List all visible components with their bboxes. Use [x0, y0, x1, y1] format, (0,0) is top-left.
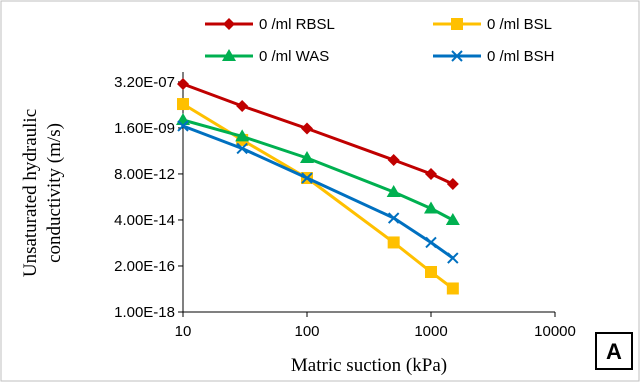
x-tick-label: 100	[294, 323, 319, 340]
legend-item: 0 /ml RBSL	[205, 16, 335, 33]
y-tick-label: 1.00E-18	[114, 304, 175, 321]
data-point	[425, 167, 437, 180]
y-axis-label: Unsaturated hydraulic conductivity (m/s)	[20, 109, 65, 277]
data-point	[387, 236, 400, 249]
legend: 0 /ml RBSL 0 /ml BSL 0 /ml WAS 0 /ml BSH	[205, 16, 555, 65]
legend-label: 0 /ml BSL	[487, 16, 552, 33]
data-point	[236, 142, 248, 155]
legend-marker	[451, 18, 463, 30]
data-point	[177, 120, 189, 132]
legend-label: 0 /ml WAS	[259, 48, 329, 65]
data-point	[424, 201, 438, 214]
data-point	[425, 266, 437, 278]
y-tick-label: 8.00E-12	[114, 166, 175, 183]
y-tick-label: 3.20E-07	[114, 74, 175, 91]
data-point	[386, 185, 401, 197]
legend-marker	[222, 49, 236, 61]
data-point	[301, 172, 313, 184]
legend-item: 0 /ml BSH	[433, 48, 555, 65]
data-point	[425, 236, 437, 249]
series-layer	[176, 78, 460, 295]
y-tick-label: 1.60E-09	[114, 120, 175, 137]
data-point	[446, 178, 459, 191]
legend-marker	[223, 18, 235, 30]
data-point	[447, 252, 459, 264]
series-x	[177, 120, 459, 264]
panel-label-box	[595, 332, 633, 370]
data-point	[445, 212, 460, 225]
data-point	[301, 122, 313, 135]
y-tick-label: 2.00E-16	[114, 258, 175, 275]
x-axis-label: Matric suction (kPa)	[291, 355, 447, 376]
legend-label: 0 /ml BSH	[487, 48, 555, 65]
legend-item: 0 /ml WAS	[205, 48, 329, 65]
x-tick-label: 1000	[414, 323, 447, 340]
legend-item: 0 /ml BSL	[433, 16, 552, 33]
y-tick-label: 4.00E-14	[114, 212, 175, 229]
panel-label: A	[606, 339, 622, 364]
series-diamond	[177, 78, 459, 191]
data-point	[177, 78, 189, 91]
data-point	[387, 212, 400, 224]
x-tick-label: 10	[175, 323, 192, 340]
plot-area	[182, 72, 555, 313]
legend-label: 0 /ml RBSL	[259, 16, 335, 33]
data-point	[387, 153, 400, 166]
data-point	[446, 282, 459, 295]
data-point	[235, 129, 250, 142]
x-tick-label: 10000	[534, 323, 576, 340]
x-axis-ticks: 10 100 1000 10000	[175, 312, 576, 340]
data-point	[236, 99, 249, 112]
data-point	[177, 98, 189, 111]
data-point	[300, 151, 314, 164]
legend-marker	[451, 50, 463, 62]
y-axis-ticks: 1.00E-18 2.00E-16 4.00E-14 8.00E-12 1.60E-09…	[114, 74, 183, 321]
